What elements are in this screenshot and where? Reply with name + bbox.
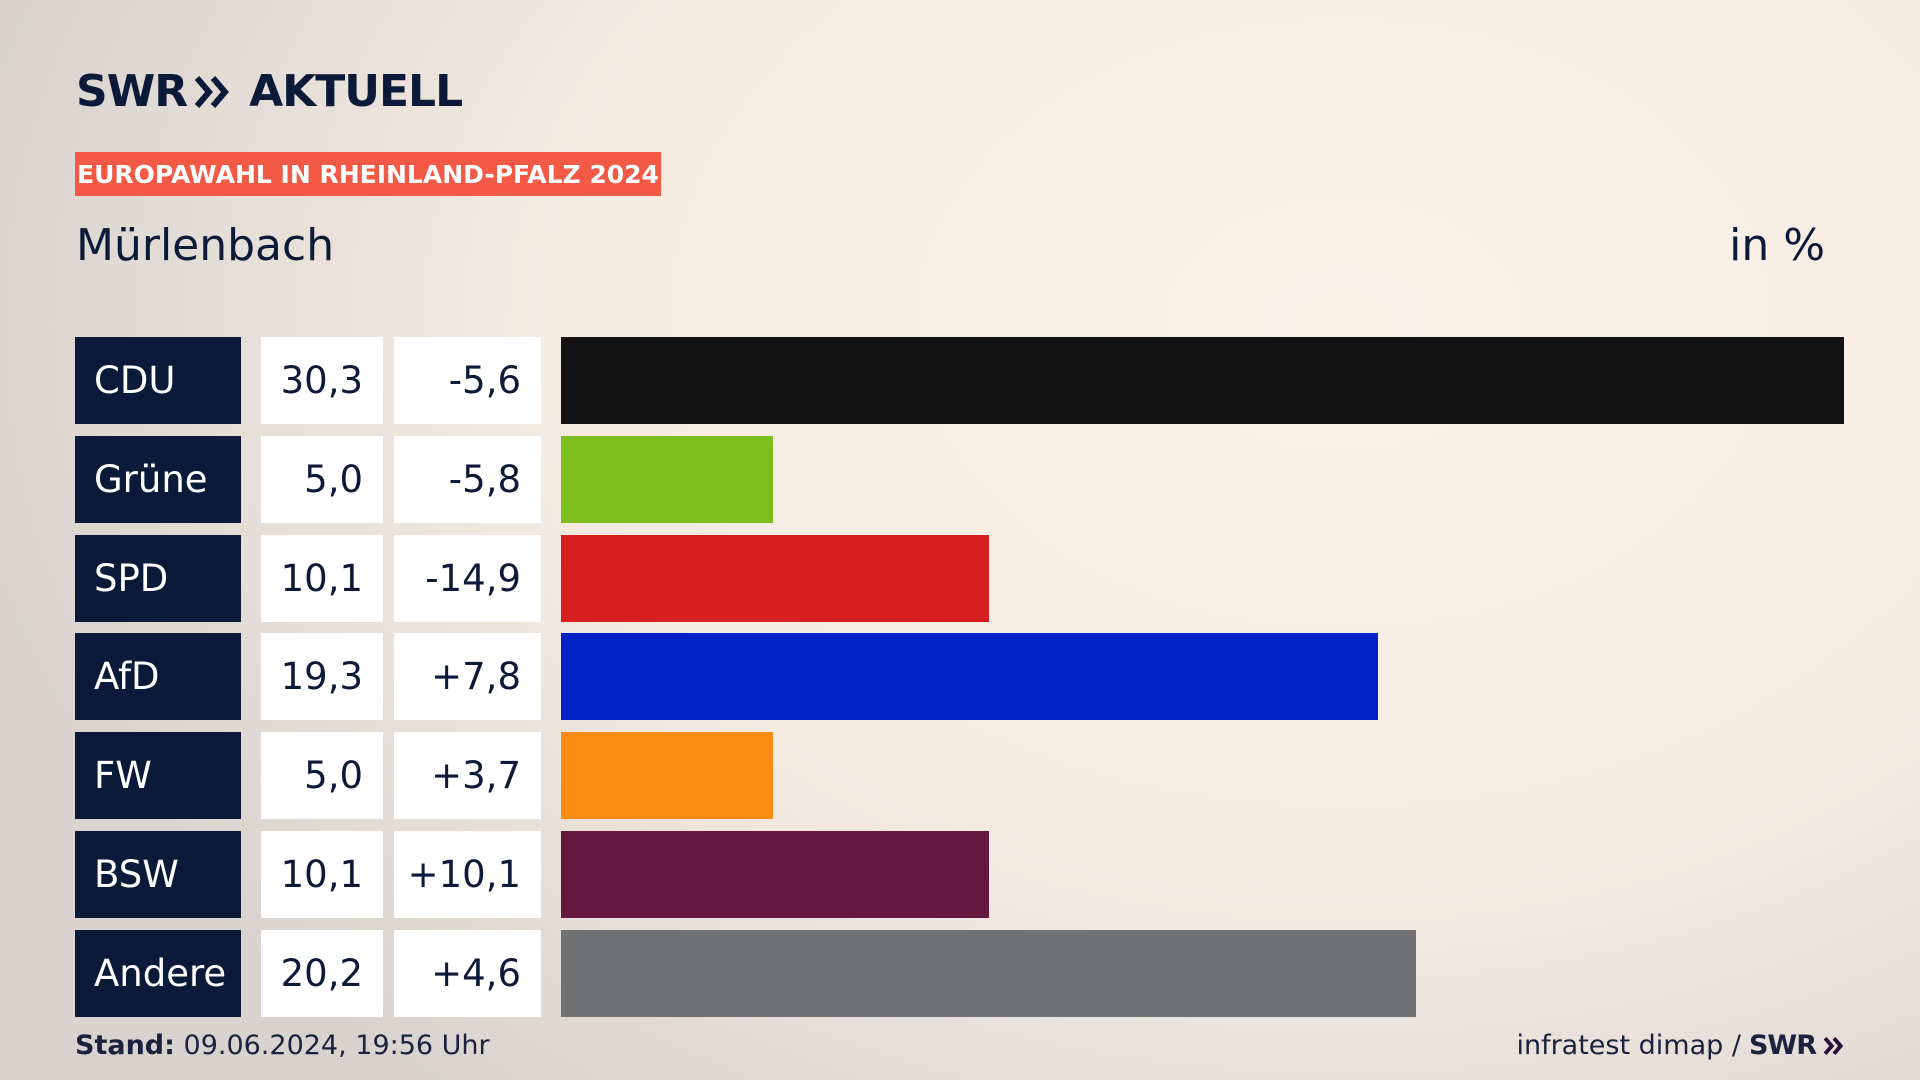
value-label: 10,1 xyxy=(261,534,383,622)
bar xyxy=(561,435,773,523)
party-name: AfD xyxy=(75,633,241,721)
value-label: 10,1 xyxy=(261,831,383,918)
logo-name: SWR xyxy=(76,66,188,117)
source-logo: SWR xyxy=(1748,1030,1817,1061)
change-label: +7,8 xyxy=(394,633,541,721)
stand-value: 09.06.2024, 19:56 Uhr xyxy=(183,1030,490,1061)
unit: in % xyxy=(1729,220,1825,271)
value-label: 5,0 xyxy=(261,435,383,523)
value-label: 5,0 xyxy=(261,732,383,820)
value-label: 30,3 xyxy=(261,337,383,424)
bar xyxy=(561,633,1379,721)
party-name: BSW xyxy=(75,831,241,918)
source-text: infratest dimap / xyxy=(1516,1030,1741,1061)
bar xyxy=(561,337,1844,424)
party-name: SPD xyxy=(75,534,241,622)
stand-label: Stand: xyxy=(75,1030,175,1061)
value-label: 20,2 xyxy=(261,929,383,1017)
party-name: Grüne xyxy=(75,435,241,523)
logo-product: AKTUELL xyxy=(249,66,463,117)
bar xyxy=(561,534,989,622)
change-label: -5,8 xyxy=(394,435,541,523)
badge: EUROPAWAHL IN RHEINLAND-PFALZ 2024 xyxy=(75,152,661,196)
change-label: +3,7 xyxy=(394,732,541,820)
change-label: -5,6 xyxy=(394,337,541,424)
logo-chevrons xyxy=(195,75,230,108)
source: infratest dimap / SWR xyxy=(1516,1030,1844,1061)
logo: SWR AKTUELL xyxy=(76,66,463,117)
party-name: FW xyxy=(75,732,241,820)
change-label: +4,6 xyxy=(394,929,541,1017)
change-label: -14,9 xyxy=(394,534,541,622)
source-chevrons xyxy=(1824,1036,1844,1055)
bar xyxy=(561,929,1417,1017)
change-label: +10,1 xyxy=(394,831,541,918)
value-label: 19,3 xyxy=(261,633,383,721)
bar xyxy=(561,732,773,820)
bar xyxy=(561,831,989,918)
chart-title: Mürlenbach xyxy=(76,220,335,271)
party-name: CDU xyxy=(75,337,241,424)
party-name: Andere xyxy=(75,929,241,1017)
stand: Stand: 09.06.2024, 19:56 Uhr xyxy=(75,1030,490,1061)
